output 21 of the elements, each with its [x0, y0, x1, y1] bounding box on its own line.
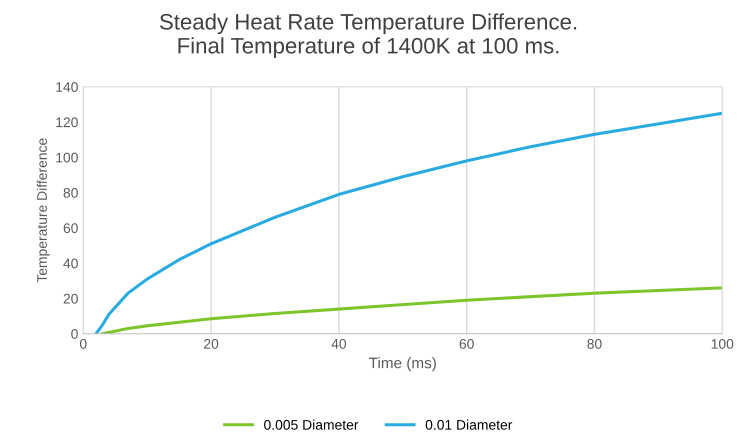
x-axis-title: Time (ms): [369, 357, 436, 372]
x-tick-label: 20: [204, 338, 218, 349]
y-tick-label: 60: [64, 223, 78, 234]
x-tick-label: 40: [331, 338, 346, 349]
x-tick-label: 60: [460, 338, 474, 349]
y-tick-label: 80: [64, 188, 78, 198]
y-tick-label: 0: [71, 329, 78, 339]
y-tick-label: 120: [56, 117, 78, 128]
y-axis-title: Temperature Difference: [36, 138, 50, 282]
line-series: [94, 112, 722, 334]
chart-title: Steady Heat Rate Temperature Difference. Final Temperature of 1400K at 100 ms.: [160, 13, 576, 58]
y-tick-label: 20: [64, 294, 78, 304]
legend-label: 0.005 Diameter: [264, 420, 358, 430]
x-tick-label: 80: [587, 338, 602, 349]
x-tick-label: 100: [712, 338, 734, 349]
y-tick-label: 100: [56, 152, 78, 163]
legend-label: 0.01 Diameter: [426, 420, 512, 430]
line-series: [100, 286, 722, 334]
x-tick-label: 0: [80, 338, 87, 349]
y-tick-label: 140: [56, 82, 78, 92]
y-tick-label: 40: [63, 258, 78, 268]
